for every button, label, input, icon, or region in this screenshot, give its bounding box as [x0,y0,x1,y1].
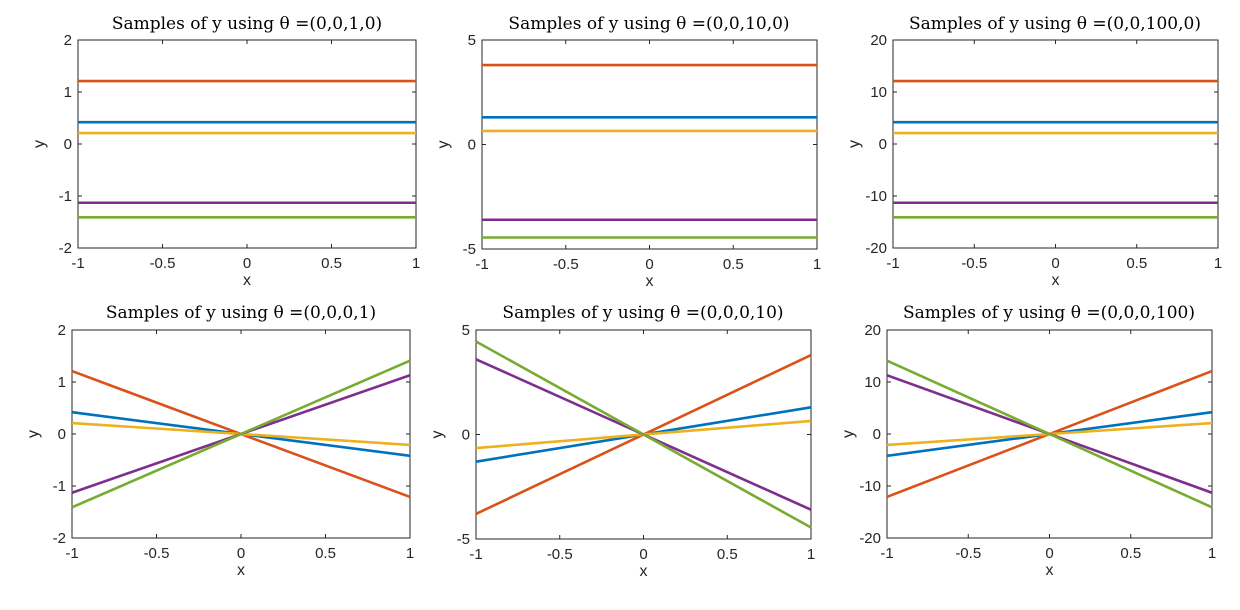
x-tick-label: 1 [406,545,414,562]
y-axis-label: y [435,141,452,149]
y-tick-label: 0 [879,136,887,153]
y-tick-label: -20 [859,530,881,547]
y-tick-label: 20 [870,32,887,49]
y-tick-label: 10 [864,374,881,391]
y-axis-label: y [31,140,48,148]
y-tick-label: 0 [58,426,66,443]
x-tick-label: 0 [1051,255,1059,272]
x-tick-label: -1 [886,255,899,272]
x-tick-label: -1 [475,256,488,273]
x-tick-label: -1 [880,545,893,562]
y-tick-label: -1 [53,478,66,495]
x-tick-label: -0.5 [955,545,981,562]
subplot-1: Samples of y using θ =(0,0,1,0) -1 -0.5 0 0… [31,14,420,289]
y-tick-label: 5 [468,32,476,49]
subplot-title: Samples of y using θ =(0,0,0,10) [502,303,783,323]
y-tick-label: -10 [865,188,887,205]
y-tick-label: -10 [859,478,881,495]
x-tick-label: 0 [243,255,251,272]
subplot-6: Samples of y using θ =(0,0,0,100) -1 -0.5… [840,303,1216,579]
plot-area [481,39,818,250]
y-tick-label: 1 [58,374,66,391]
x-axis-label: x [1052,272,1060,289]
x-tick-label: 1 [1214,255,1222,272]
x-tick-label: -0.5 [961,255,987,272]
x-tick-label: 1 [1208,545,1216,562]
y-tick-label: 10 [870,84,887,101]
x-axis-label: x [646,273,654,290]
x-tick-label: -0.5 [553,256,579,273]
y-tick-label: 0 [462,427,470,444]
x-tick-label: -0.5 [150,255,176,272]
subplot-title: Samples of y using θ =(0,0,100,0) [909,14,1201,34]
y-tick-label: 20 [864,322,881,339]
plot-area [77,39,417,249]
x-tick-label: -0.5 [144,545,170,562]
x-tick-label: 0 [1045,545,1053,562]
x-tick-label: -0.5 [547,546,573,563]
y-axis-label: y [846,140,863,148]
y-tick-label: 2 [64,32,72,49]
subplot-2: Samples of y using θ =(0,0,10,0) -1 -0.5 0… [435,14,821,290]
y-tick-label: 1 [64,84,72,101]
x-tick-label: 0.5 [1126,255,1147,272]
x-tick-label: 0.5 [321,255,342,272]
x-tick-label: 0.5 [723,256,744,273]
subplot-5: Samples of y using θ =(0,0,0,10) -1 -0.5 0… [429,303,815,580]
y-tick-label: -20 [865,240,887,257]
y-tick-label: -5 [463,241,476,258]
x-axis-label: x [1046,562,1054,579]
x-tick-label: 0.5 [315,545,336,562]
x-tick-label: 0.5 [717,546,738,563]
x-tick-label: 0 [645,256,653,273]
subplot-title: Samples of y using θ =(0,0,1,0) [112,14,382,34]
y-tick-label: 0 [468,137,476,154]
x-tick-label: 1 [807,546,815,563]
plot-area [892,39,1219,249]
series-line-5 [886,359,1213,509]
subplot-4: Samples of y using θ =(0,0,0,1) -1 -0.5 0 0… [25,303,414,579]
subplot-title: Samples of y using θ =(0,0,0,100) [903,303,1195,323]
y-axis-label: y [840,430,857,438]
y-tick-label: -1 [59,188,72,205]
y-tick-label: 0 [64,136,72,153]
y-tick-label: -5 [457,531,470,548]
subplot-3: Samples of y using θ =(0,0,100,0) -1 -0.5… [846,14,1222,289]
series-line-5 [71,359,411,509]
y-tick-label: 5 [462,322,470,339]
y-tick-label: 0 [873,426,881,443]
y-tick-label: -2 [53,530,66,547]
x-tick-label: 0 [237,545,245,562]
x-tick-label: 0.5 [1120,545,1141,562]
y-tick-label: -2 [59,240,72,257]
x-tick-label: -1 [469,546,482,563]
series-line-5 [475,340,812,529]
x-tick-label: 1 [412,255,420,272]
x-axis-label: x [243,272,251,289]
x-axis-label: x [237,562,245,579]
y-axis-label: y [25,430,42,438]
x-tick-label: -1 [65,545,78,562]
x-tick-label: -1 [71,255,84,272]
x-tick-label: 1 [813,256,821,273]
subplot-title: Samples of y using θ =(0,0,10,0) [508,14,789,34]
subplot-title: Samples of y using θ =(0,0,0,1) [106,303,376,323]
y-axis-label: y [429,431,446,439]
x-tick-label: 0 [639,546,647,563]
x-axis-label: x [640,563,648,580]
y-tick-label: 2 [58,322,66,339]
